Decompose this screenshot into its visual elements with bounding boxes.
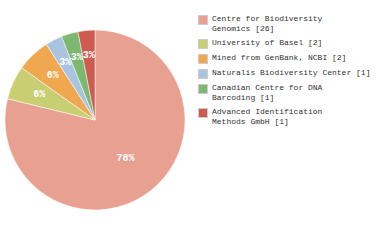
svg-text:6%: 6%: [33, 89, 45, 100]
html-text:University of Basel [2]: University of Basel [2]: [212, 38, 323, 47]
svg-text:3%: 3%: [71, 52, 83, 63]
html-text:Naturalis Biodiversity Center: Naturalis Biodiversity Center [1]: [212, 68, 371, 77]
svg-text:6%: 6%: [47, 70, 59, 81]
html-text:Mined from GenBank, NCBI [2]: Mined from GenBank, NCBI [2]: [212, 53, 347, 62]
svg-text:78%: 78%: [117, 153, 135, 164]
html-text:Centre for Biodiversity: Centre for Biodiversity: [212, 14, 323, 23]
svg-text:3%: 3%: [59, 57, 71, 68]
html-text:Genomics [26]: Genomics [26]: [212, 24, 275, 33]
html-text:Advanced Identification: Advanced Identification: [212, 107, 323, 116]
svg-text:3%: 3%: [83, 50, 95, 61]
html-text:Methods GmbH [1]: Methods GmbH [1]: [212, 117, 289, 126]
html-text:Barcoding [1]: Barcoding [1]: [212, 93, 275, 102]
html-text:Canadian Centre for DNA: Canadian Centre for DNA: [212, 83, 323, 92]
